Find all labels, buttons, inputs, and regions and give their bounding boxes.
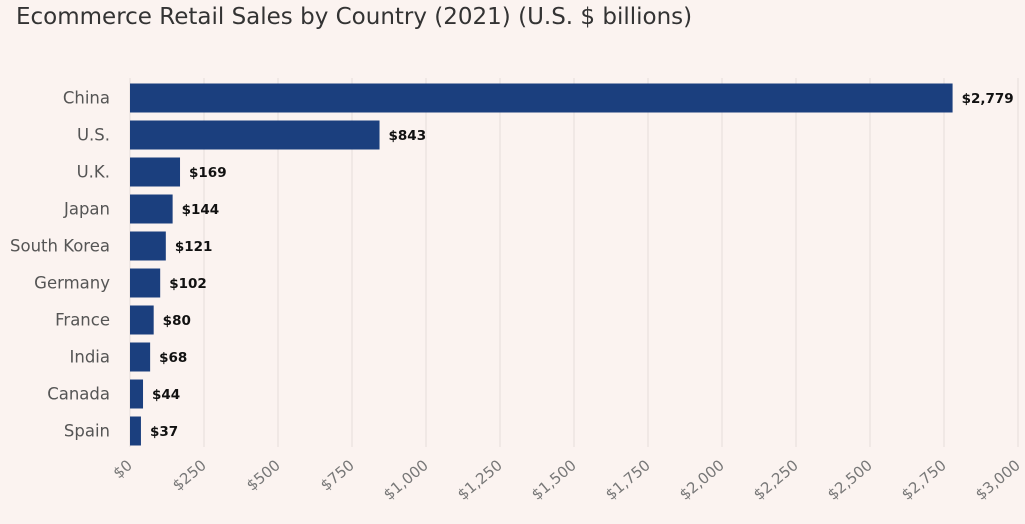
bar — [130, 379, 144, 409]
x-axis-ticks: $0 $250 $500 $750 $1,000 $1,250 $1,500 $1,750 $2… — [110, 456, 1024, 504]
x-tick-label: $750 — [317, 456, 358, 494]
x-tick-label: $1,500 — [528, 456, 580, 504]
value-label: $44 — [152, 387, 180, 403]
value-label: $121 — [175, 239, 213, 255]
category-label: South Korea — [10, 237, 110, 256]
bar — [130, 416, 141, 446]
x-tick-label: $2,750 — [898, 456, 950, 504]
value-label: $102 — [169, 276, 207, 292]
x-tick-label: $1,250 — [454, 456, 506, 504]
category-labels: China U.S. U.K. Japan South Korea Germany Fran… — [10, 89, 110, 441]
category-label: U.S. — [77, 126, 110, 145]
x-tick-label: $250 — [169, 456, 210, 494]
value-label: $37 — [150, 424, 178, 440]
value-labels: $2,779 $843 $169 $144 $121 $102 $80 $68 $44 $37 — [150, 91, 1014, 440]
value-label: $80 — [163, 313, 191, 329]
category-label: India — [70, 348, 111, 367]
category-label: Germany — [34, 274, 110, 293]
x-tick-label: $1,000 — [380, 456, 432, 504]
category-label: Spain — [64, 422, 110, 441]
value-label: $169 — [189, 165, 227, 181]
value-label: $2,779 — [962, 91, 1014, 107]
bar — [130, 83, 953, 113]
value-label: $68 — [159, 350, 187, 366]
bar — [130, 194, 173, 224]
x-tick-label: $1,750 — [602, 456, 654, 504]
x-tick-label: $3,000 — [972, 456, 1024, 504]
category-label: France — [55, 311, 110, 330]
chart-title: Ecommerce Retail Sales by Country (2021)… — [16, 4, 693, 30]
x-tick-label: $0 — [110, 456, 136, 482]
value-label: $843 — [389, 128, 427, 144]
category-label: China — [63, 89, 110, 108]
x-tick-label: $2,250 — [750, 456, 802, 504]
bar — [130, 342, 151, 372]
bar — [130, 268, 161, 298]
category-label: U.K. — [77, 163, 110, 182]
category-label: Canada — [47, 385, 110, 404]
x-tick-label: $2,000 — [676, 456, 728, 504]
x-tick-label: $500 — [243, 456, 284, 494]
value-label: $144 — [182, 202, 220, 218]
bar — [130, 120, 380, 150]
bar — [130, 231, 166, 261]
category-label: Japan — [63, 200, 110, 219]
x-tick-label: $2,500 — [824, 456, 876, 504]
bars — [130, 83, 953, 446]
bar — [130, 157, 181, 187]
bar — [130, 305, 154, 335]
